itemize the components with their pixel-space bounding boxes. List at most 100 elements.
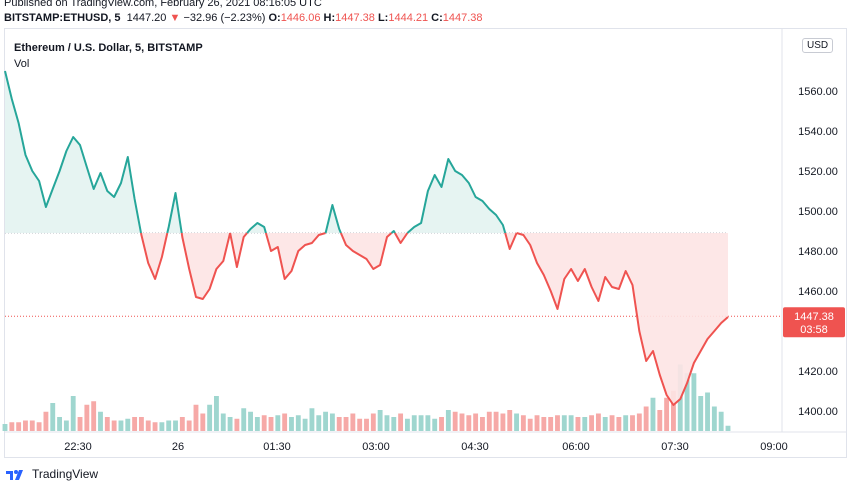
volume-bar [138,417,144,431]
volume-bar [418,415,424,431]
price-line-up [324,204,342,234]
volume-bar [711,406,717,431]
volume-bar [595,413,601,431]
volume-bar [214,396,219,431]
price-line-down [394,232,409,244]
area-above-baseline [407,159,506,233]
volume-bar [432,418,438,431]
volume-bar [50,403,56,431]
volume-bar [118,420,124,431]
volume-bar [445,410,451,431]
high-value: 1447.38 [335,12,375,24]
volume-bar [98,411,103,431]
volume-bar [541,417,547,431]
volume-bar [77,417,83,431]
down-arrow-icon: ▼ [169,12,181,24]
volume-bar [391,417,397,431]
open-label: O: [268,12,281,24]
volume-bar [500,413,506,431]
volume-bar [43,411,49,431]
x-tick-label: 03:00 [362,441,390,453]
tradingview-logo-icon [6,470,23,480]
volume-bar [254,417,260,431]
last-price: 1447.20 [126,12,167,24]
volume-label: Vol [14,58,30,70]
close-label: C: [431,12,443,24]
area-below-baseline [141,233,168,279]
volume-bar [316,415,322,431]
volume-bar [480,417,485,431]
volume-bar [671,390,676,431]
volume-bar [473,413,479,431]
x-tick-label: 07:30 [661,441,689,453]
volume-bar [657,410,663,431]
price-line-down [339,232,393,270]
volume-bar [609,415,615,431]
volume-bar [582,417,588,431]
volume-bar [520,415,526,431]
x-tick-label: 26 [172,441,184,453]
area-below-baseline [516,233,728,405]
price-line-up [390,230,396,234]
volume-bar [575,417,581,431]
volume-bar [36,422,42,431]
price-line-down [140,232,169,280]
volume-bar [486,411,492,431]
volume-bar [616,417,622,431]
volume-bar [357,418,363,431]
published-caption: Published on TradingView.com, February 2… [4,0,322,9]
volume-bar [336,417,342,431]
price-line-down [516,232,729,406]
volume-bar [514,413,519,431]
y-tick-label: 1560.00 [798,86,838,98]
volume-bar [289,417,294,431]
low-label: L: [377,12,389,24]
volume-bar [623,415,629,431]
volume-bar [636,413,642,431]
price-tag-value: 1447.38 [794,311,834,323]
volume-bar [705,392,710,431]
volume-bar [248,411,253,431]
volume-bar [602,417,608,431]
volume-bar [91,401,97,431]
area-below-baseline [505,233,517,249]
volume-bar [179,417,185,431]
area-below-baseline [340,233,392,269]
y-tick-label: 1500.00 [798,206,838,218]
volume-bar [241,408,247,431]
volume-bar [145,420,151,431]
volume-bar [691,373,697,431]
volume-bar [200,413,206,431]
volume-bar [2,424,8,431]
volume-bar [166,420,172,431]
price-line-up [246,222,267,234]
volume-bar [664,397,670,431]
volume-bar [323,411,329,431]
chart-title: Ethereum / U.S. Dollar, 5, BITSTAMP [14,42,203,54]
volume-bar [16,422,22,431]
volume-bar [527,418,533,431]
volume-bar [193,404,199,431]
volume-bar [404,418,410,431]
y-tick-label: 1420.00 [798,366,838,378]
volume-bar [173,420,178,431]
volume-bar [63,420,69,431]
chart-frame [4,28,847,458]
volume-bar [302,418,308,431]
area-above-baseline [5,71,141,233]
symbol-label: BITSTAMP:ETHUSD, 5 [4,12,121,24]
price-line-down [504,232,518,250]
volume-bar [650,397,656,431]
volume-bar [159,422,165,431]
y-tick-label: 1540.00 [798,126,838,138]
footer-brand[interactable]: TradingView [6,467,98,481]
price-line-up [4,70,142,234]
area-below-baseline [394,233,408,243]
price-tag [783,307,845,338]
close-value: 1447.38 [442,12,483,24]
volume-bar [343,417,349,431]
volume-bar [261,415,267,431]
currency-button[interactable]: USD [802,38,834,53]
volume-bar [295,415,301,431]
